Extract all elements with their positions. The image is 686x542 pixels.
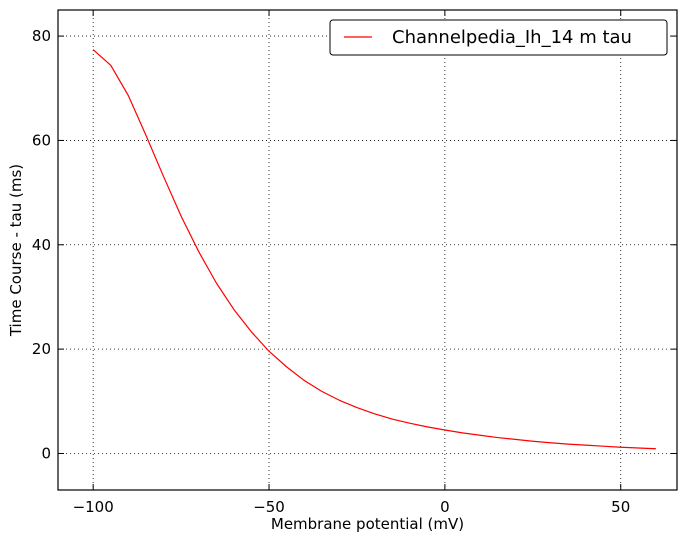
x-tick-label: −50 xyxy=(253,498,285,516)
x-tick-label: −100 xyxy=(73,498,114,516)
y-tick-label: 60 xyxy=(32,131,51,149)
legend: Channelpedia_Ih_14 m tau xyxy=(329,19,668,56)
series-layer xyxy=(92,49,656,450)
series-line xyxy=(92,49,656,450)
plot-frame xyxy=(57,9,678,491)
y-tick-label: 80 xyxy=(32,27,51,45)
y-tick-label: 20 xyxy=(32,340,51,358)
y-axis-label: Time Course - tau (ms) xyxy=(7,164,25,337)
ticks: −100 −50 0 50 0 20 40 60 80 xyxy=(32,10,677,516)
legend-entry: Channelpedia_Ih_14 m tau xyxy=(392,27,632,48)
x-tick-label: 50 xyxy=(611,498,630,516)
grid xyxy=(58,10,677,490)
legend-box xyxy=(329,19,668,56)
y-tick-label: 0 xyxy=(41,444,51,462)
x-tick-label: 0 xyxy=(440,498,450,516)
y-tick-label: 40 xyxy=(32,236,51,254)
x-axis-label: Membrane potential (mV) xyxy=(271,515,464,533)
